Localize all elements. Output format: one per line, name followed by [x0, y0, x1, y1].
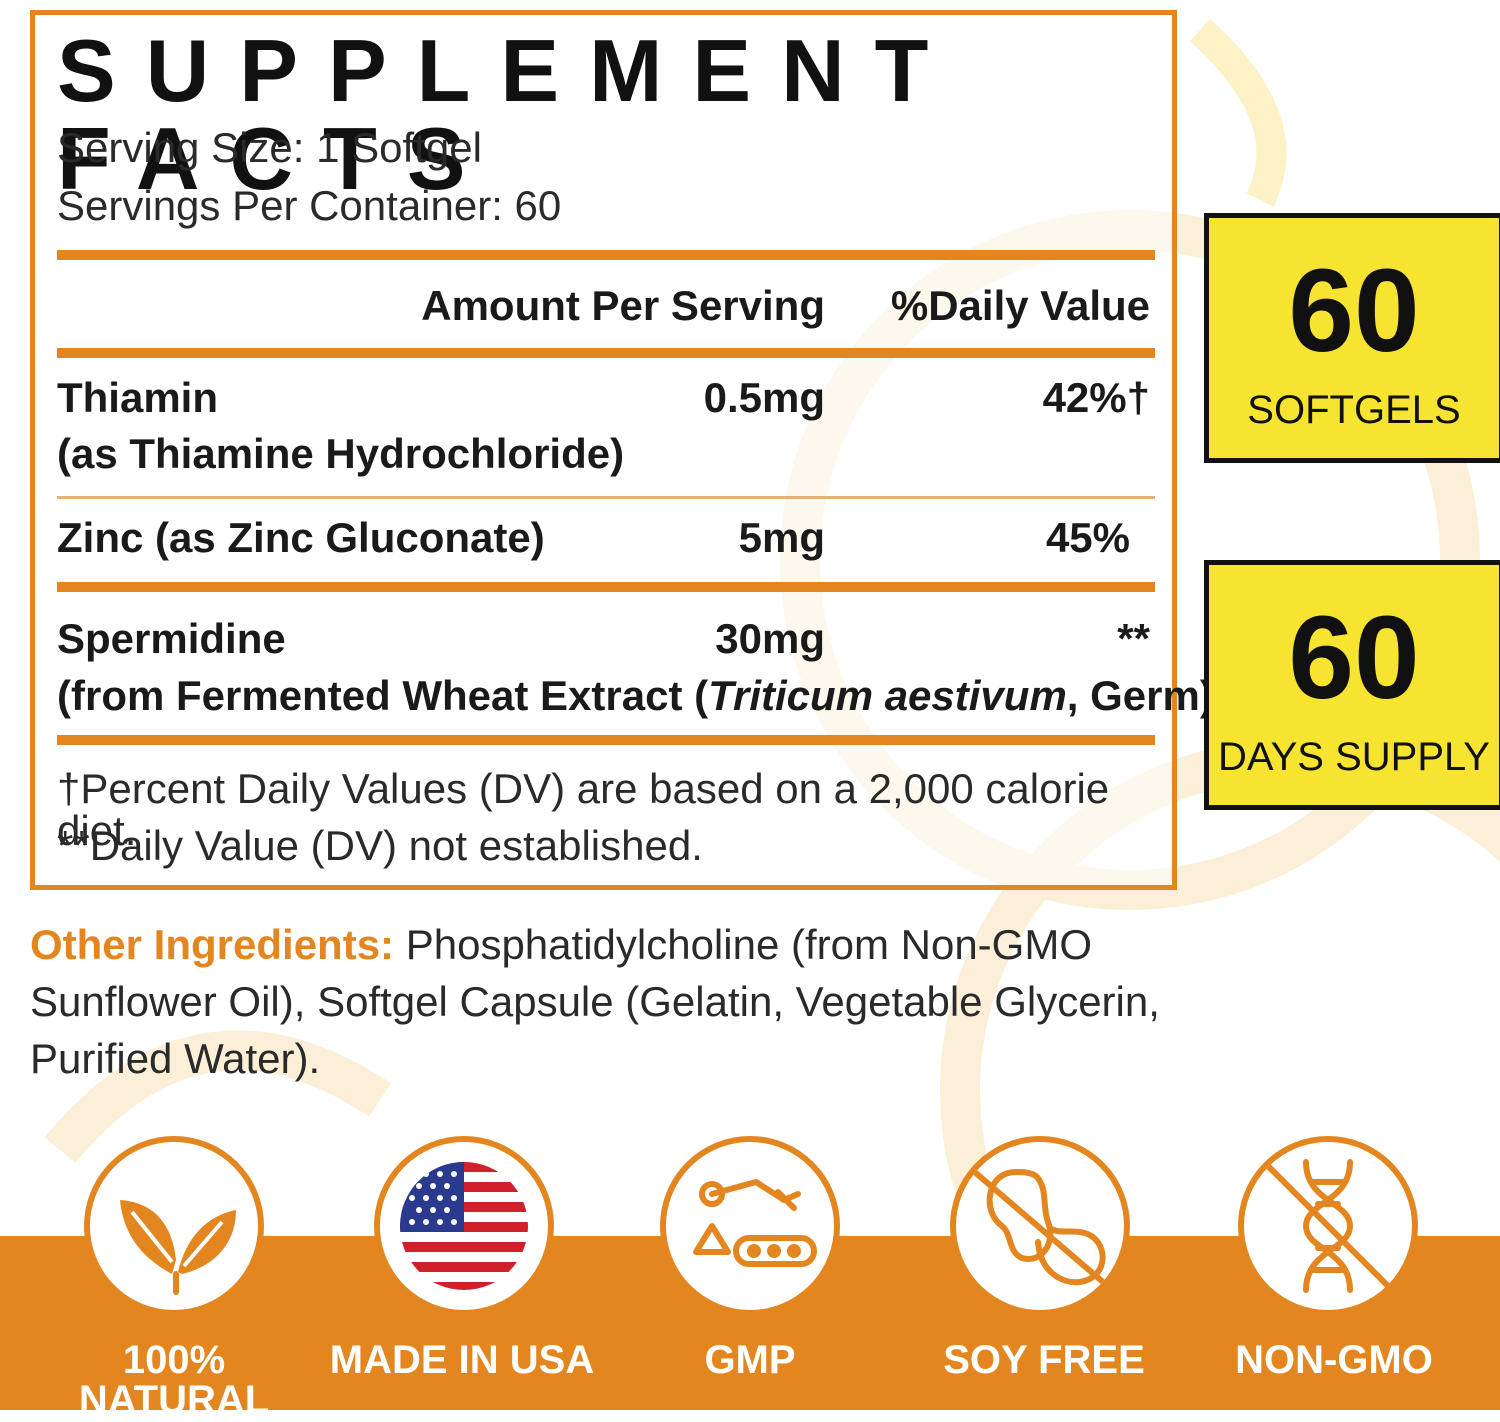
spermidine-amount: 30mg	[715, 615, 825, 662]
days-supply-count: 60	[1288, 592, 1420, 724]
amount-per-serving-header: Amount Per Serving	[421, 282, 825, 329]
feature-label-natural: 100% NATURAL	[78, 1338, 270, 1422]
days-supply-badge: 60 DAYS SUPPLY	[1204, 560, 1500, 810]
feature-label-gmp: GMP	[704, 1338, 796, 1382]
spermidine-name: Spermidine	[57, 615, 286, 662]
days-supply-caption: DAYS SUPPLY	[1218, 735, 1490, 779]
thiamin-source: (as Thiamine Hydrochloride)	[57, 430, 625, 477]
softgels-badge: 60 SOFTGELS	[1204, 213, 1500, 463]
serving-size: Serving Size: 1 Softgel	[57, 124, 482, 171]
facts-title: SUPPLEMENT FACTS	[57, 21, 959, 208]
other-ingredients-label: Other Ingredients:	[30, 921, 395, 968]
feature-label-made-in-usa: MADE IN USA	[329, 1338, 595, 1382]
zinc-dv: 45%	[1045, 514, 1130, 561]
footnote-dv-basis: †Percent Daily Values (DV) are based on …	[57, 765, 1110, 854]
spermidine-source-latin: Triticum aestivum	[708, 672, 1067, 719]
spermidine-source-prefix: (from Fermented Wheat Extract (	[57, 672, 709, 719]
thiamin-amount: 0.5mg	[703, 374, 825, 421]
divider	[57, 735, 1155, 745]
other-ingredients-text: Phosphatidylcholine (from Non-GMO Sunflo…	[30, 921, 1160, 1082]
divider	[57, 582, 1155, 592]
other-ingredients: Other Ingredients: Phosphatidylcholine (…	[30, 916, 1190, 1087]
spermidine-source: (from Fermented Wheat Extract (Triticum …	[57, 675, 1228, 717]
zinc-name: Zinc (as Zinc Gluconate)	[57, 514, 545, 561]
spermidine-source-suffix: , Germ))	[1066, 672, 1228, 719]
feature-label-non-gmo: NON-GMO	[1235, 1338, 1433, 1382]
leaf-icon	[84, 1136, 264, 1316]
softgels-count: 60	[1288, 245, 1420, 377]
divider	[57, 348, 1155, 358]
daily-value-header: %Daily Value	[890, 282, 1150, 329]
divider	[57, 250, 1155, 260]
zinc-amount: 5mg	[738, 514, 825, 561]
conveyor-robot-icon	[660, 1136, 840, 1316]
divider	[57, 496, 1155, 499]
servings-per-container: Servings Per Container: 60	[57, 182, 562, 229]
feature-label-soy-free: SOY FREE	[943, 1338, 1145, 1382]
thiamin-name: Thiamin	[57, 374, 219, 421]
softgels-caption: SOFTGELS	[1247, 388, 1461, 432]
us-flag-icon	[374, 1136, 554, 1316]
spermidine-dv: **	[1117, 615, 1150, 662]
no-gmo-dna-icon	[1238, 1136, 1418, 1316]
supplement-facts-panel: SUPPLEMENT FACTS Serving Size: 1 Softgel…	[30, 10, 1228, 890]
thiamin-dv: 42%†	[1042, 374, 1150, 421]
footnote-dv-not-established: **Daily Value (DV) not established.	[57, 822, 703, 869]
no-soy-icon	[950, 1136, 1130, 1316]
